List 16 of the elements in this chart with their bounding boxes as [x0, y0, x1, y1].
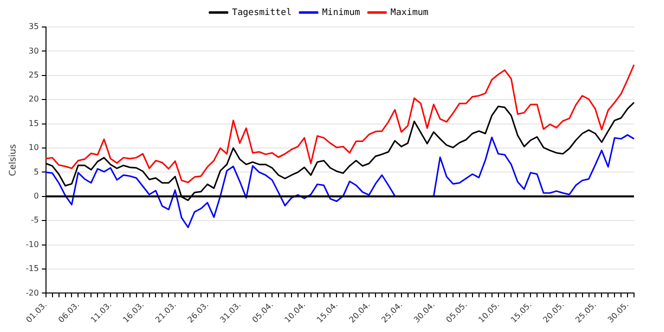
- legend-label: Maximum: [390, 8, 428, 18]
- y-tick-label: -15: [26, 264, 39, 274]
- y-tick-label: -10: [26, 240, 39, 249]
- y-tick-label: -5: [30, 216, 39, 225]
- y-tick-label: 10: [28, 143, 39, 152]
- y-tick-label: 35: [28, 22, 39, 32]
- y-tick-label: 30: [28, 46, 39, 56]
- y-axis-title: Celsius: [8, 144, 19, 176]
- y-tick-label: 15: [28, 118, 39, 128]
- y-tick-label: 20: [28, 94, 39, 104]
- y-tick-label: 0: [34, 191, 39, 200]
- y-tick-label: 25: [28, 70, 39, 80]
- legend-label: Tagesmittel: [232, 8, 292, 18]
- y-tick-label: 5: [34, 167, 39, 176]
- legend-label: Minimum: [322, 8, 360, 18]
- y-tick-label: -20: [26, 288, 39, 298]
